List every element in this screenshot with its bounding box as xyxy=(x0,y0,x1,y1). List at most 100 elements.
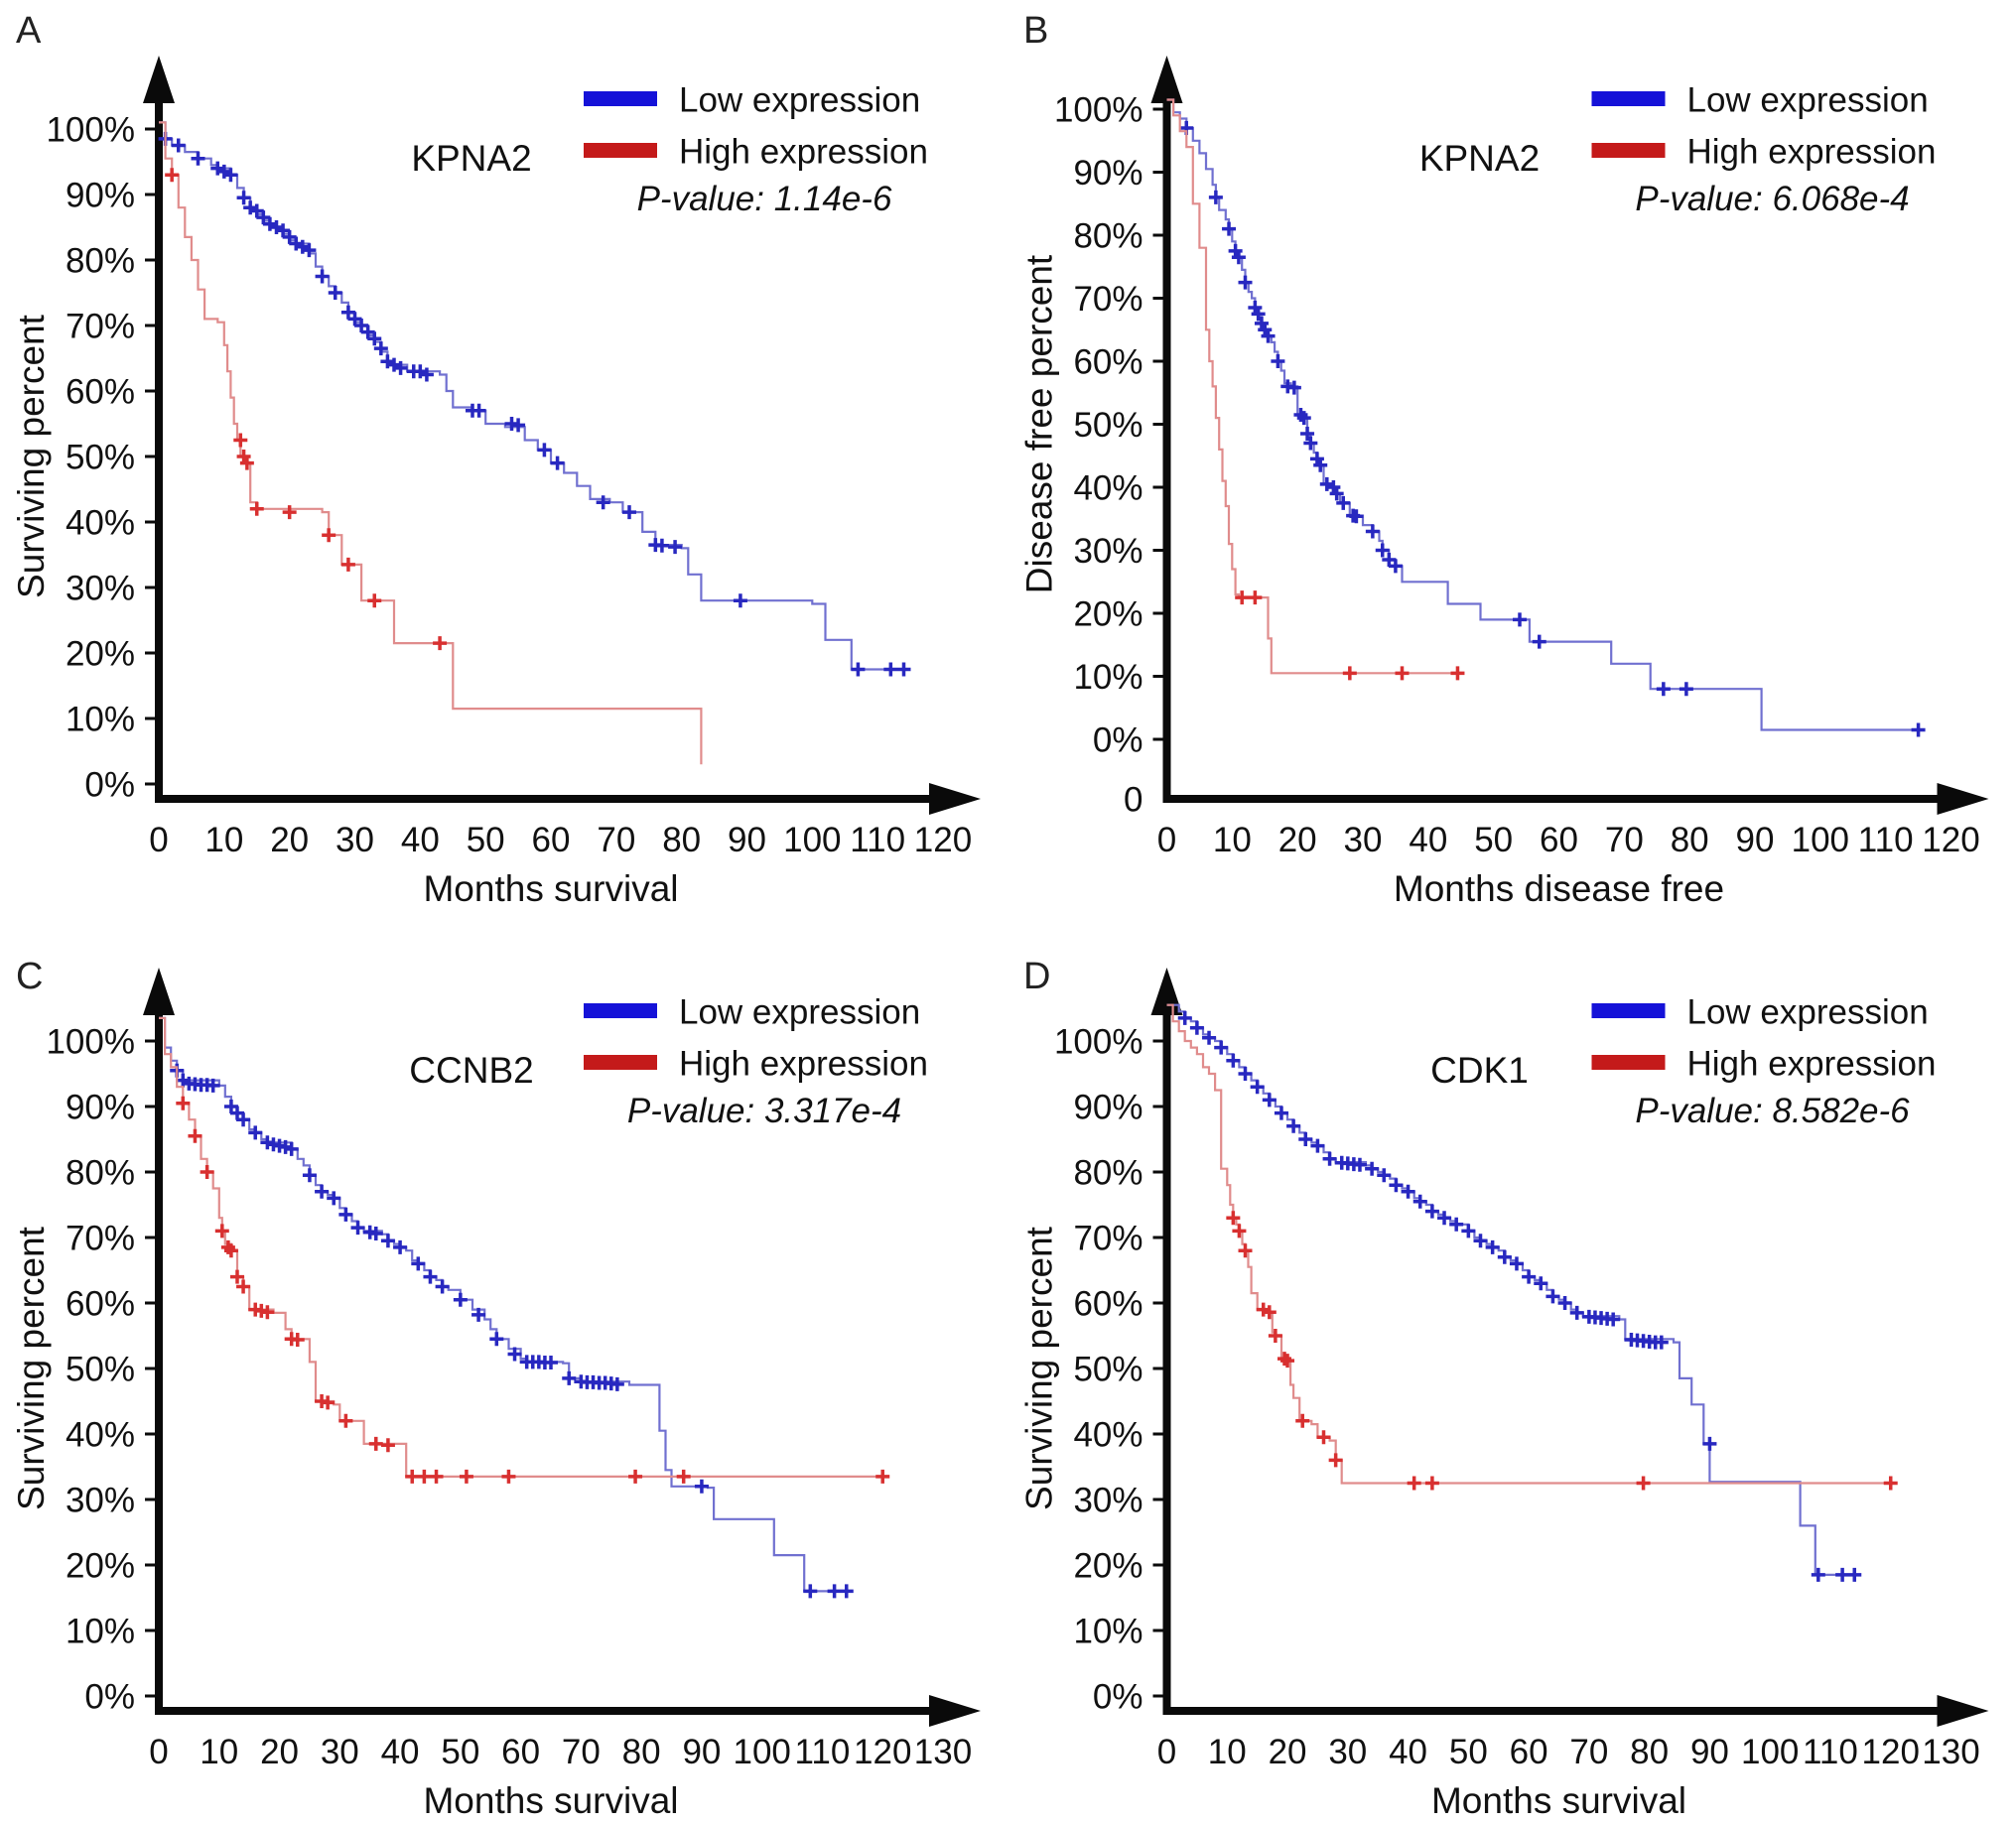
km-panel-b: B 100% 90% 80% 70% 60% 50% 40% 30% 20% 10% 0% 0 0 10 2… xyxy=(1008,0,2016,912)
y-tick-label: 20% xyxy=(1073,1546,1142,1585)
legend-low-label: Low expression xyxy=(1687,80,1929,119)
y-tick-label: 40% xyxy=(66,1415,135,1454)
km-panel-d: D 100% 90% 80% 70% 60% 50% 40% 30% 20% 10% 0% 0 10 20… xyxy=(1008,912,2016,1824)
x-tick-label: 130 xyxy=(1922,1733,1979,1771)
y-axis-title: Disease free percent xyxy=(1019,254,1060,593)
y-tick-label: 100% xyxy=(1054,1022,1143,1061)
x-tick-label: 0 xyxy=(1157,1733,1176,1771)
y-tick-label: 90% xyxy=(1073,1088,1142,1126)
gene-title: KPNA2 xyxy=(411,138,531,179)
x-tick-label: 30 xyxy=(1344,821,1383,859)
legend-high-swatch xyxy=(584,1055,657,1070)
x-tick-label: 60 xyxy=(1540,821,1578,859)
x-tick-label: 40 xyxy=(1409,821,1447,859)
gene-title: CDK1 xyxy=(1430,1050,1529,1091)
y-tick-label: 0% xyxy=(1093,720,1143,759)
y-axis-arrowhead xyxy=(143,56,175,103)
panel-letter-a: A xyxy=(16,10,42,52)
x-tick-label: 40 xyxy=(1389,1733,1427,1771)
legend-low-label: Low expression xyxy=(679,992,920,1031)
x-tick-label: 100 xyxy=(733,1733,790,1771)
y-tick-label: 80% xyxy=(66,241,135,280)
high-censor-marks xyxy=(165,168,448,651)
legend-high-swatch xyxy=(1591,143,1666,158)
low-censor-marks xyxy=(170,1063,854,1599)
y-tick-label: 40% xyxy=(66,503,135,542)
y-tick-label: 100% xyxy=(1054,90,1143,129)
x-tick-label: 0 xyxy=(1157,821,1176,859)
y-tick-label: 60% xyxy=(66,1284,135,1323)
km-chart-a: 100% 90% 80% 70% 60% 50% 40% 30% 20% 10% 0% 0 10 20 30… xyxy=(11,56,981,909)
legend-low-swatch xyxy=(1591,1003,1666,1018)
y-tick-label: 50% xyxy=(66,1350,135,1388)
x-tick-label: 30 xyxy=(336,821,374,859)
x-tick-label: 110 xyxy=(795,1733,851,1771)
y-tick-label: 0% xyxy=(84,765,135,804)
y-tick-label: 50% xyxy=(1073,1350,1142,1388)
y-tick-label: 0% xyxy=(1093,1677,1143,1716)
x-tick-label: 20 xyxy=(1278,821,1317,859)
x-tick-label: 10 xyxy=(1208,1733,1247,1771)
x-tick-label: 120 xyxy=(1862,1733,1920,1771)
km-panel-c: C 100% 90% 80% 70% 60% 50% 40% 30% 20% 10% 0% 0 10 20… xyxy=(0,912,1008,1824)
x-tick-label: 40 xyxy=(401,821,440,859)
x-tick-label: 10 xyxy=(204,821,243,859)
x-tick-label: 30 xyxy=(321,1733,359,1771)
y-tick-label: 50% xyxy=(66,438,135,476)
y-tick-label: 90% xyxy=(66,176,135,214)
x-tick-label: 80 xyxy=(662,821,701,859)
x-tick-label: 70 xyxy=(597,821,635,859)
y-tick-label: 70% xyxy=(1073,280,1142,319)
y-tick-label: 80% xyxy=(1073,1153,1142,1192)
y-axis-arrowhead xyxy=(1150,968,1183,1015)
x-tick-label: 120 xyxy=(914,821,972,859)
x-tick-label: 10 xyxy=(200,1733,238,1771)
x-tick-label: 10 xyxy=(1213,821,1252,859)
legend-high-swatch xyxy=(584,143,657,158)
panel-letter-d: D xyxy=(1023,956,1051,997)
y-axis-title: Surviving percent xyxy=(11,314,52,598)
x-axis-arrowhead xyxy=(929,1695,981,1727)
p-value-label: P-value: 6.068e-4 xyxy=(1635,180,1909,218)
x-tick-label: 50 xyxy=(1449,1733,1488,1771)
y-tick-label: 50% xyxy=(1073,406,1142,445)
x-axis-title: Months survival xyxy=(423,1780,678,1821)
panel-letter-c: C xyxy=(16,956,44,997)
y-axis-arrowhead xyxy=(1150,56,1183,103)
x-tick-label: 100 xyxy=(1741,1733,1799,1771)
y-tick-label: 10% xyxy=(1073,1612,1142,1650)
y-tick-label: 70% xyxy=(1073,1219,1142,1257)
legend-low-label: Low expression xyxy=(1687,992,1929,1031)
x-tick-label: 0 xyxy=(149,1733,168,1771)
x-axis-title: Months disease free xyxy=(1394,868,1724,909)
y-axis-arrowhead xyxy=(143,968,175,1015)
x-tick-label: 20 xyxy=(1269,1733,1307,1771)
x-tick-label: 90 xyxy=(1736,821,1775,859)
high-expression-curve xyxy=(1166,98,1461,675)
x-axis-title: Months survival xyxy=(423,868,678,909)
x-tick-label: 110 xyxy=(1803,1733,1858,1771)
x-tick-label: 90 xyxy=(682,1733,721,1771)
x-tick-label: 80 xyxy=(1630,1733,1669,1771)
y-baseline-label: 0 xyxy=(1124,780,1142,819)
y-tick-label: 70% xyxy=(66,307,135,345)
km-panel-a: A 100% 90% 80% 70% 60% 50% 40% 30% 20% 10% 0% 0 10 20… xyxy=(0,0,1008,912)
x-tick-label: 20 xyxy=(270,821,309,859)
low-censor-marks xyxy=(1177,1010,1862,1582)
x-tick-label: 110 xyxy=(1858,821,1914,859)
gene-title: KPNA2 xyxy=(1419,138,1540,179)
y-tick-label: 10% xyxy=(1073,658,1142,697)
x-tick-label: 20 xyxy=(260,1733,299,1771)
x-tick-label: 30 xyxy=(1328,1733,1367,1771)
x-tick-label: 60 xyxy=(1510,1733,1548,1771)
y-tick-label: 80% xyxy=(1073,216,1142,255)
x-tick-label: 90 xyxy=(728,821,766,859)
y-tick-label: 60% xyxy=(1073,1284,1142,1323)
x-tick-label: 80 xyxy=(622,1733,661,1771)
y-tick-label: 70% xyxy=(66,1219,135,1257)
y-tick-label: 20% xyxy=(1073,594,1142,633)
x-tick-label: 90 xyxy=(1690,1733,1729,1771)
x-axis-title: Months survival xyxy=(1431,1780,1686,1821)
x-tick-label: 70 xyxy=(562,1733,601,1771)
